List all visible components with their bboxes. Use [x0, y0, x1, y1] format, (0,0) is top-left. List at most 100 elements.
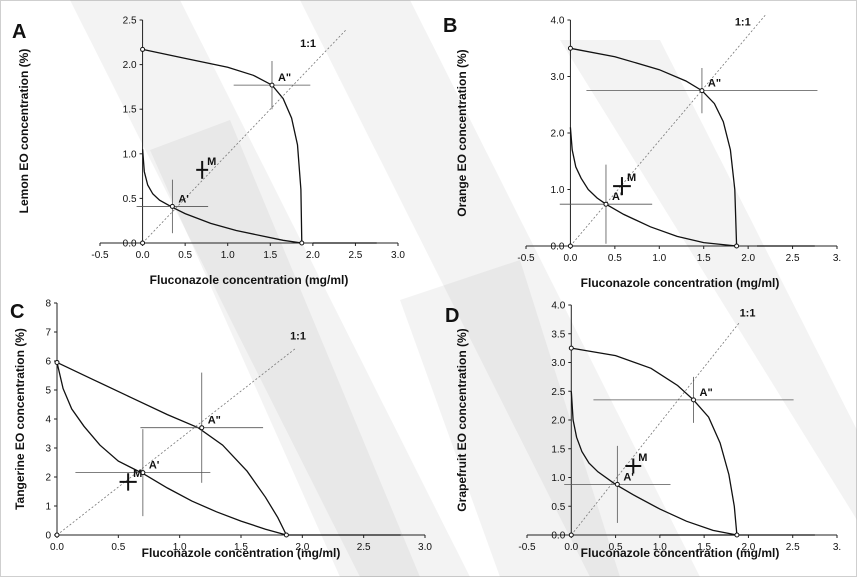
y-axis-title: Orange EO concentration (%) — [455, 49, 469, 216]
y-axis-title: Tangerine EO concentration (%) — [13, 328, 27, 510]
y-tick-label: 4 — [45, 415, 51, 426]
x-tick-label: 3.0 — [418, 542, 432, 553]
x-tick-label: 1.5 — [234, 542, 248, 553]
point-label: A" — [700, 387, 713, 399]
x-tick-label: 1.0 — [221, 250, 235, 261]
x-tick-label: 3. — [833, 542, 841, 553]
chart-panel-a: A -0.5 0.0 0.5 1.0 1.5 2.0 2.5 3.0 0.0 0.5 1.0 1.5 2.… — [12, 16, 405, 288]
y-tick-label: 1.5 — [123, 105, 137, 116]
x-axis-title: Fluconazole concentration (mg/ml) — [581, 546, 780, 560]
point-label: A' — [178, 193, 189, 205]
x-tick-label: 1.5 — [697, 253, 711, 264]
point-label: A" — [708, 78, 721, 90]
y-tick-label: 7 — [45, 328, 51, 339]
x-tick-label: 1.5 — [697, 542, 711, 553]
diagonal-label: 1:1 — [290, 330, 306, 342]
x-tick-label: 0.0 — [136, 250, 150, 261]
y-tick-label: 0.0 — [551, 531, 565, 542]
x-axis-title: Fluconazole concentration (mg/ml) — [142, 546, 341, 560]
point-marker — [199, 425, 205, 431]
point-label: M — [638, 452, 647, 464]
origin-marker — [567, 243, 573, 249]
watermark — [70, 0, 857, 577]
x-tick-label: 3. — [833, 253, 841, 264]
isobole-series-2 — [570, 47, 738, 247]
x-tick-label: 0.5 — [178, 250, 192, 261]
one-to-one-line — [570, 14, 767, 247]
mic-marker-y — [568, 345, 574, 351]
y-tick-label: 2.0 — [123, 60, 137, 71]
point-marker — [614, 481, 620, 487]
chart-panel-d: D -0.5 0.0 0.5 1.0 1.5 2.0 2.5 3. 0.0 0.5 1.0 1.5 2.0… — [445, 301, 841, 561]
y-tick-label: 3 — [45, 444, 51, 455]
y-tick-label: 1.5 — [551, 444, 565, 455]
point-marker — [691, 397, 697, 403]
point-label: A' — [149, 460, 160, 472]
y-tick-label: 3.5 — [551, 329, 565, 340]
x-tick-label: -0.5 — [91, 250, 109, 261]
mic-marker-x — [299, 240, 305, 246]
point-label: A" — [208, 415, 221, 427]
point-label: M — [627, 172, 636, 184]
y-tick-label: 0 — [45, 531, 51, 542]
y-tick-label: 4.0 — [551, 301, 565, 312]
y-tick-label: 3.0 — [551, 72, 565, 83]
y-tick-label: 1 — [45, 502, 51, 513]
isobole-series-1 — [141, 149, 302, 244]
panel-letter: D — [445, 305, 459, 327]
y-tick-label: 2.5 — [551, 387, 565, 398]
x-axis-title: Fluconazole concentration (mg/ml) — [581, 276, 780, 290]
x-tick-label: 2.5 — [357, 542, 371, 553]
point-marker — [169, 203, 175, 209]
origin-marker — [54, 532, 60, 538]
watermark-stroke — [300, 0, 700, 577]
panel-letter: A — [12, 21, 26, 43]
diagonal-label: 1:1 — [740, 308, 756, 320]
y-tick-label: 0.0 — [123, 239, 137, 250]
point-label: A' — [623, 471, 634, 483]
one-to-one-line — [56, 347, 297, 536]
y-tick-label: 0.5 — [123, 194, 137, 205]
y-axis-title: Grapefruit EO concentration (%) — [455, 328, 469, 511]
one-to-one-line — [570, 322, 740, 536]
origin-marker — [568, 532, 574, 538]
x-tick-label: 0.5 — [609, 542, 623, 553]
one-to-one-line — [142, 28, 348, 244]
x-tick-label: 1.5 — [263, 250, 277, 261]
panel-letter: C — [10, 301, 24, 323]
y-tick-label: 6 — [45, 357, 51, 368]
isobole-series-1 — [570, 391, 738, 536]
diagonal-label: 1:1 — [300, 38, 316, 50]
y-tick-label: 0.0 — [551, 242, 565, 253]
origin-marker — [140, 240, 146, 246]
y-axis-title: Lemon EO concentration (%) — [17, 49, 31, 214]
point-label: M — [133, 468, 142, 480]
point-marker — [140, 470, 146, 476]
mic-marker-x — [734, 243, 740, 249]
isobole-series-1 — [569, 127, 737, 247]
x-tick-label: 3.0 — [391, 250, 405, 261]
mic-marker-x — [283, 532, 289, 538]
mic-marker-x — [734, 532, 740, 538]
mic-marker-y — [54, 359, 60, 365]
y-tick-label: 2.0 — [551, 129, 565, 140]
x-tick-label: 2.0 — [295, 542, 309, 553]
watermark-stroke — [70, 0, 470, 577]
x-tick-label: 0.0 — [564, 542, 578, 553]
x-tick-label: 0.0 — [563, 253, 577, 264]
point-marker — [603, 201, 609, 207]
x-tick-label: 2.0 — [741, 253, 755, 264]
point-marker — [269, 82, 275, 88]
y-tick-label: 2.5 — [123, 16, 137, 27]
x-tick-label: 2.5 — [348, 250, 362, 261]
isobole-series-2 — [56, 361, 287, 536]
y-tick-label: 5 — [45, 386, 51, 397]
x-tick-label: 2.5 — [786, 253, 800, 264]
diagonal-label: 1:1 — [735, 17, 751, 29]
x-tick-label: -0.5 — [518, 542, 536, 553]
x-tick-label: 0.0 — [50, 542, 64, 553]
y-tick-label: 2 — [45, 473, 51, 484]
x-tick-label: -0.5 — [517, 253, 535, 264]
isobole-series-2 — [142, 48, 303, 244]
